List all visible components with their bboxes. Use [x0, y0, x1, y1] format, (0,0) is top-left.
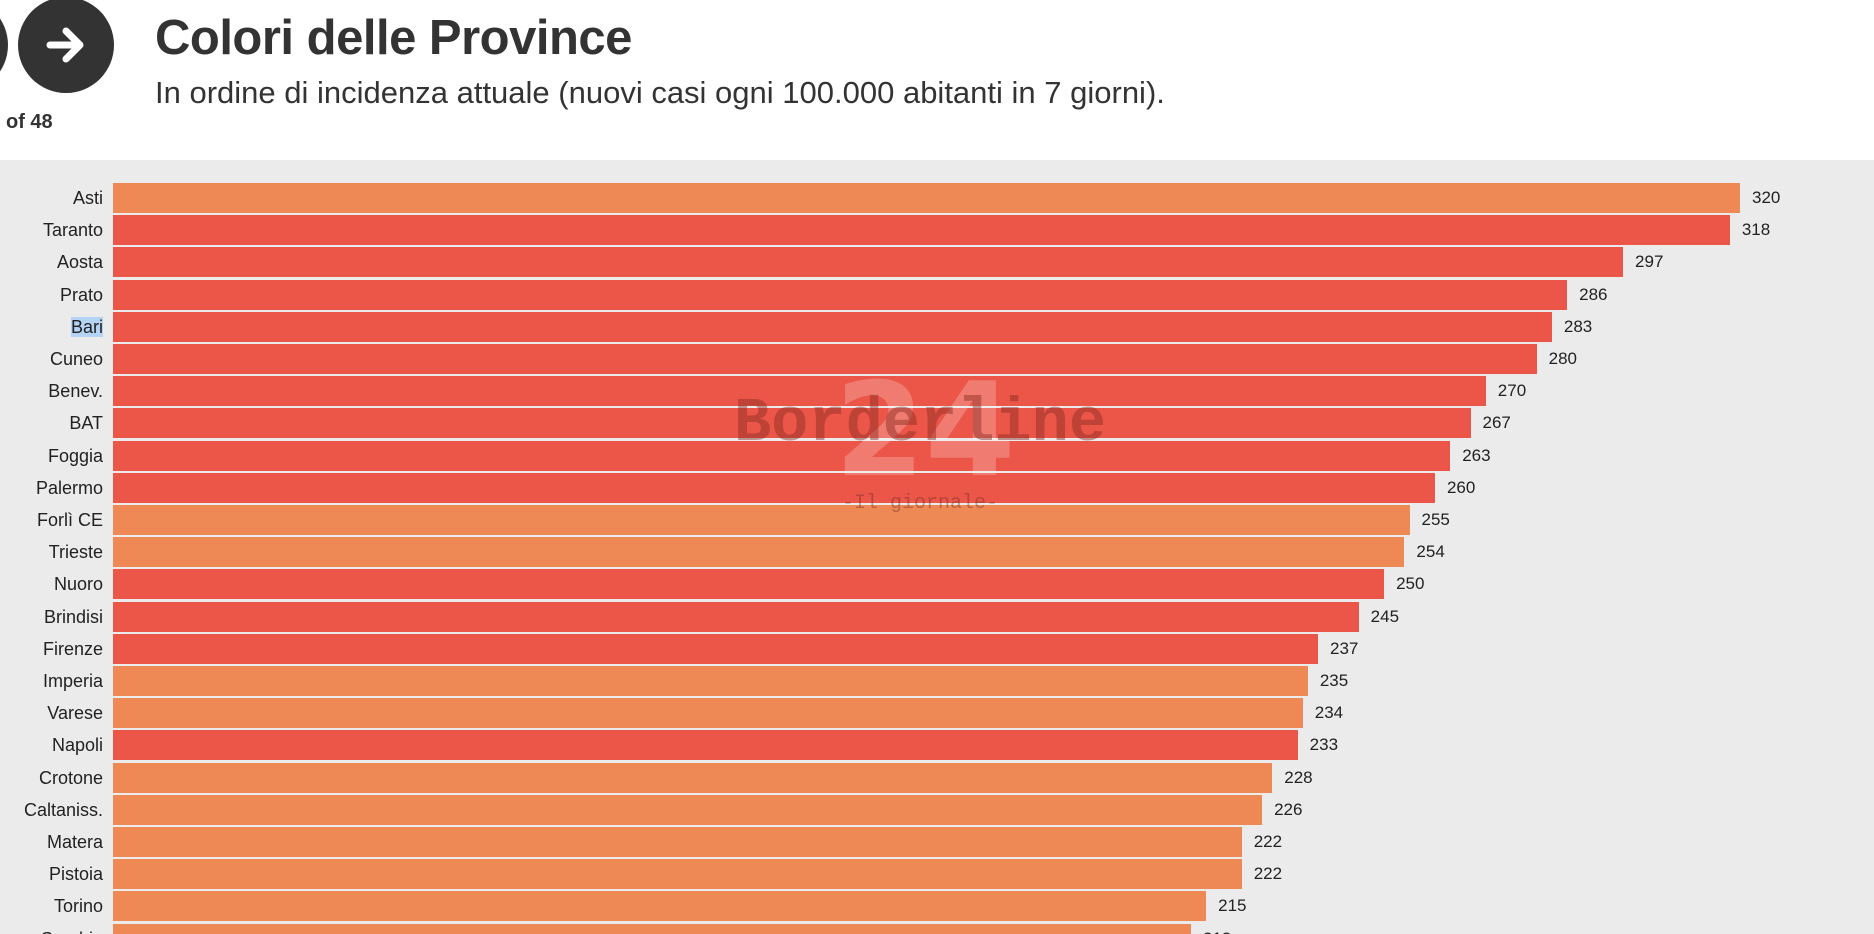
page-subtitle: In ordine di incidenza attuale (nuovi ca… — [155, 75, 1165, 110]
value-label: 235 — [1319, 671, 1349, 690]
category-label: Varese — [47, 703, 103, 724]
bar — [113, 859, 1242, 890]
value-label: 222 — [1253, 864, 1283, 884]
value-label: 297 — [1635, 252, 1664, 272]
value-label: 286 — [1579, 284, 1608, 304]
bar — [113, 601, 1359, 632]
category-label: Trieste — [48, 542, 103, 563]
value-label: 318 — [1741, 220, 1771, 240]
value-label: 263 — [1462, 445, 1491, 465]
category-label: Firenze — [42, 638, 103, 659]
header: of 48 Colori delle Province In ordine di… — [0, 0, 1874, 160]
bar — [113, 440, 1451, 471]
bar — [113, 569, 1385, 600]
arrow-right-icon — [46, 27, 84, 63]
value-label: 260 — [1446, 477, 1476, 497]
slide-counter: of 48 — [6, 111, 53, 133]
value-label: 255 — [1421, 510, 1450, 529]
bar — [113, 279, 1568, 310]
bar — [113, 472, 1435, 503]
category-label: Brindisi — [43, 606, 103, 627]
value-label: 267 — [1482, 413, 1511, 433]
category-label: Aosta — [56, 252, 103, 273]
value-label: 226 — [1274, 799, 1303, 819]
value-label: 320 — [1752, 188, 1781, 207]
value-label: 215 — [1218, 896, 1247, 916]
category-label: Nuoro — [53, 574, 103, 595]
category-label: BAT — [69, 413, 103, 434]
value-label: 245 — [1370, 606, 1400, 626]
category-label: Pistoia — [48, 864, 103, 885]
bar — [113, 923, 1191, 934]
bar — [113, 311, 1552, 342]
category-label: Matera — [46, 832, 103, 852]
bar — [113, 827, 1242, 857]
category-label: Napoli — [51, 735, 103, 756]
bar — [113, 633, 1318, 664]
bar — [113, 344, 1537, 374]
value-label: 250 — [1396, 574, 1425, 594]
next-button[interactable] — [18, 0, 114, 93]
category-label: Foggia — [47, 445, 103, 466]
category-label: Cuneo — [49, 349, 103, 369]
bar — [113, 247, 1624, 278]
bar — [113, 376, 1486, 407]
value-label: 280 — [1548, 349, 1577, 368]
value-label: 254 — [1416, 542, 1445, 562]
category-label: Taranto — [42, 220, 103, 241]
page-title: Colori delle Province — [155, 11, 632, 65]
value-label: 234 — [1314, 703, 1344, 723]
bar — [113, 730, 1298, 761]
category-label: Torino — [53, 896, 103, 917]
category-label: Imperia — [42, 671, 103, 691]
bar — [113, 183, 1740, 213]
value-label: 222 — [1253, 832, 1283, 851]
category-label: Crotone — [38, 767, 103, 788]
category-label: Prato — [59, 284, 103, 305]
value-label: 270 — [1497, 381, 1527, 401]
bar — [113, 698, 1303, 729]
bar — [113, 505, 1410, 535]
value-label: 233 — [1309, 735, 1339, 755]
category-label: Palermo — [35, 477, 103, 498]
bar — [113, 537, 1405, 568]
bar-chart: Asti 320 Taranto 318 Aosta 297 Prato 286 Bari 283… — [0, 160, 1874, 934]
bar — [113, 762, 1273, 793]
bar — [113, 408, 1471, 439]
bar — [113, 215, 1730, 246]
bar — [113, 794, 1263, 825]
category-label: Asti — [72, 188, 103, 208]
bar — [113, 666, 1308, 696]
value-label: 228 — [1284, 767, 1313, 787]
category-label: Caltaniss. — [23, 799, 103, 820]
category-label: Forlì CE — [36, 510, 103, 530]
previous-button[interactable] — [0, 0, 8, 93]
value-label: 283 — [1563, 316, 1593, 336]
category-label: Sondrio — [41, 923, 103, 934]
category-label: Bari — [70, 316, 103, 337]
value-label: 237 — [1329, 638, 1359, 658]
category-label: Benev. — [48, 381, 103, 402]
value-label: 212 — [1203, 923, 1231, 934]
bar — [113, 891, 1207, 922]
